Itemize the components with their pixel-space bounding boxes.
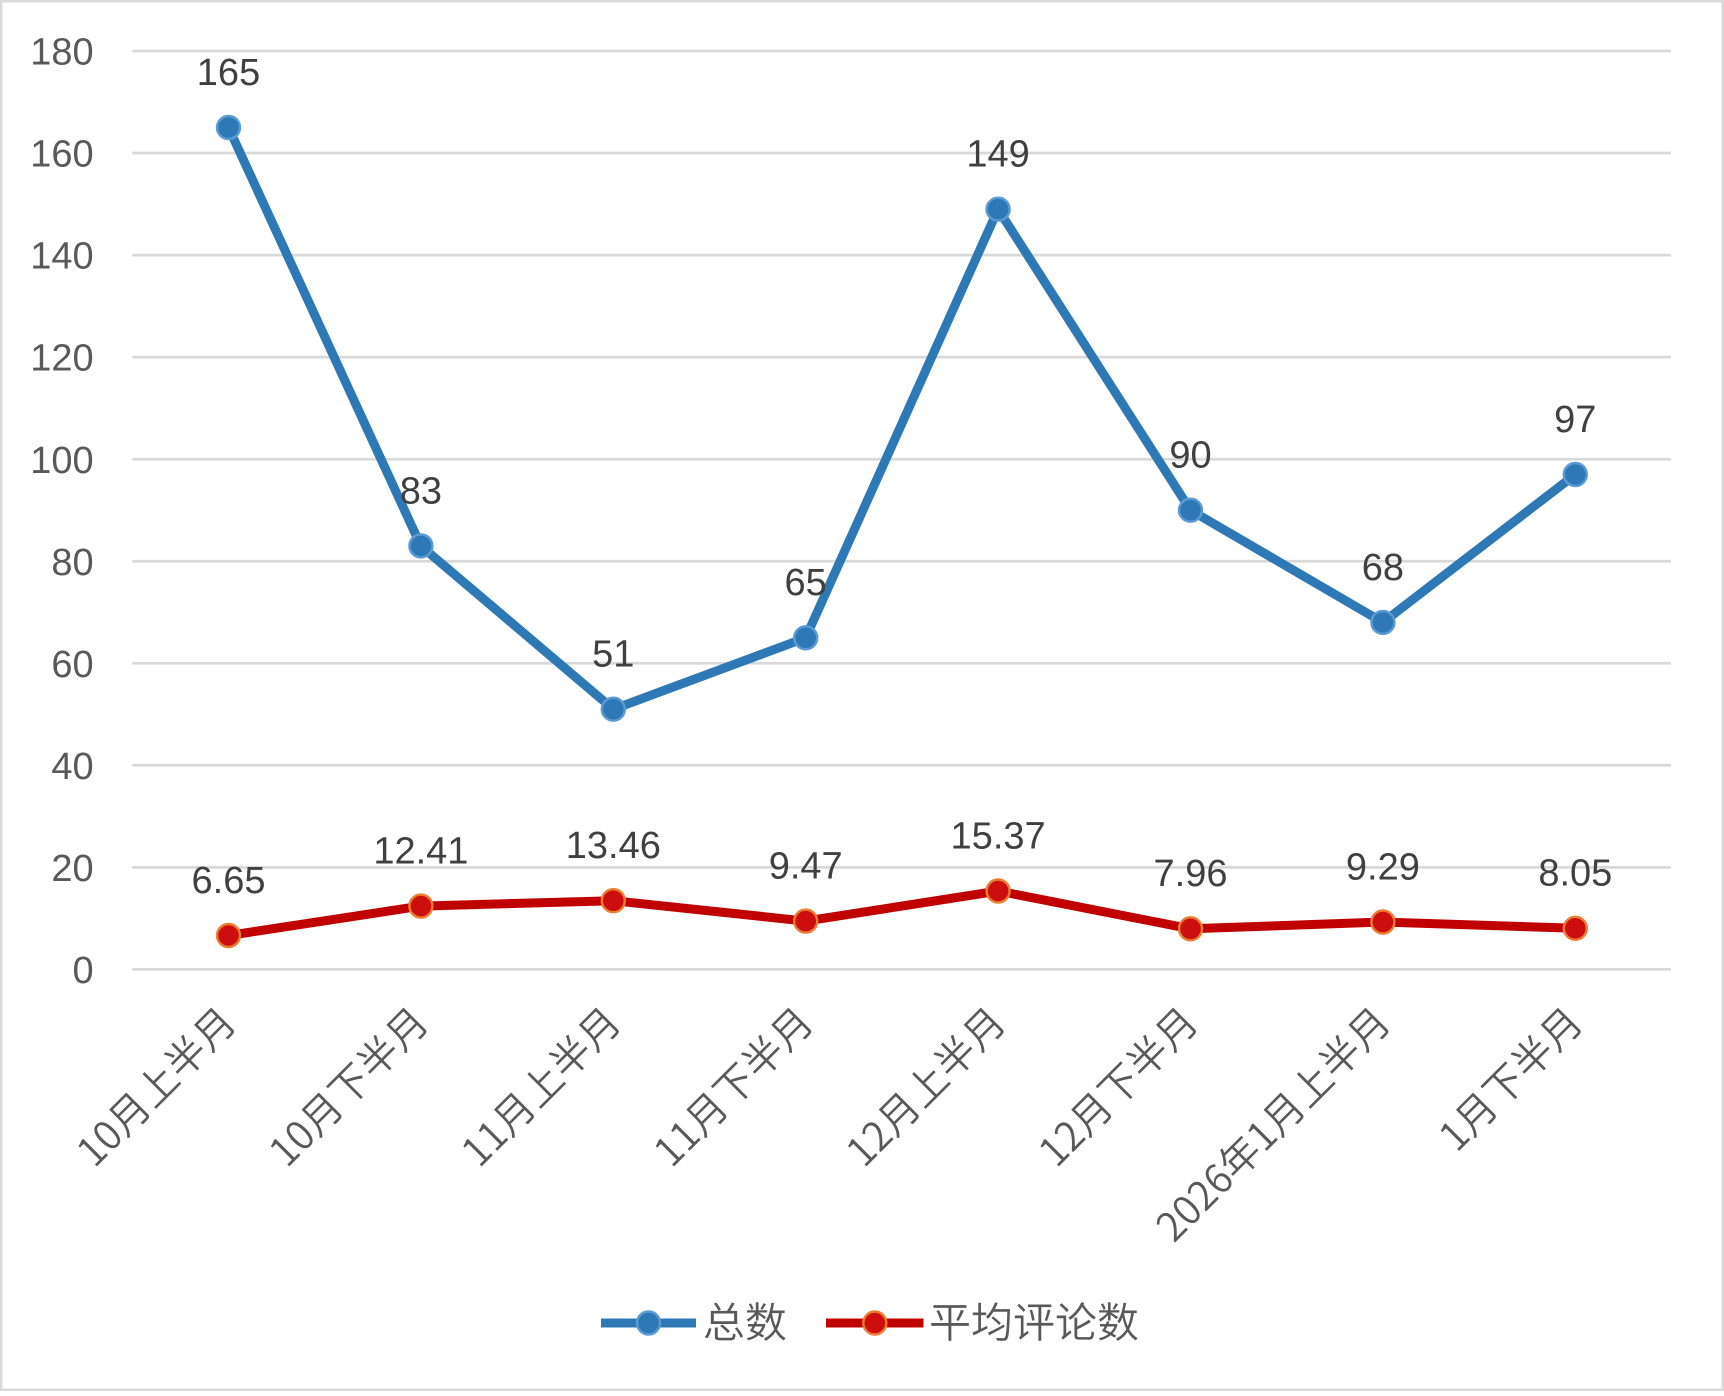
svg-text:165: 165 xyxy=(197,52,260,94)
svg-text:9.29: 9.29 xyxy=(1346,846,1420,888)
svg-text:20: 20 xyxy=(51,848,93,890)
svg-text:6.65: 6.65 xyxy=(192,860,266,902)
svg-text:65: 65 xyxy=(785,562,827,604)
svg-text:40: 40 xyxy=(51,746,93,788)
svg-text:149: 149 xyxy=(966,134,1029,176)
svg-text:51: 51 xyxy=(592,634,634,676)
svg-text:83: 83 xyxy=(400,470,442,512)
svg-text:68: 68 xyxy=(1362,547,1404,589)
svg-text:13.46: 13.46 xyxy=(566,825,661,867)
svg-text:100: 100 xyxy=(30,440,93,482)
svg-text:60: 60 xyxy=(51,644,93,686)
svg-text:7.96: 7.96 xyxy=(1154,853,1228,895)
svg-text:9.47: 9.47 xyxy=(769,845,843,887)
svg-text:12.41: 12.41 xyxy=(373,830,468,872)
svg-text:97: 97 xyxy=(1554,399,1596,441)
svg-text:80: 80 xyxy=(51,542,93,584)
svg-text:0: 0 xyxy=(72,950,93,992)
svg-text:180: 180 xyxy=(30,32,93,74)
svg-text:8.05: 8.05 xyxy=(1538,853,1612,895)
svg-text:90: 90 xyxy=(1169,435,1211,477)
svg-text:160: 160 xyxy=(30,134,93,176)
svg-text:120: 120 xyxy=(30,338,93,380)
svg-text:15.37: 15.37 xyxy=(951,815,1046,857)
svg-text:140: 140 xyxy=(30,236,93,278)
